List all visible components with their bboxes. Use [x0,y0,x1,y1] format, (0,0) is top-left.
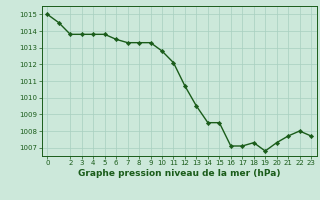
X-axis label: Graphe pression niveau de la mer (hPa): Graphe pression niveau de la mer (hPa) [78,169,280,178]
